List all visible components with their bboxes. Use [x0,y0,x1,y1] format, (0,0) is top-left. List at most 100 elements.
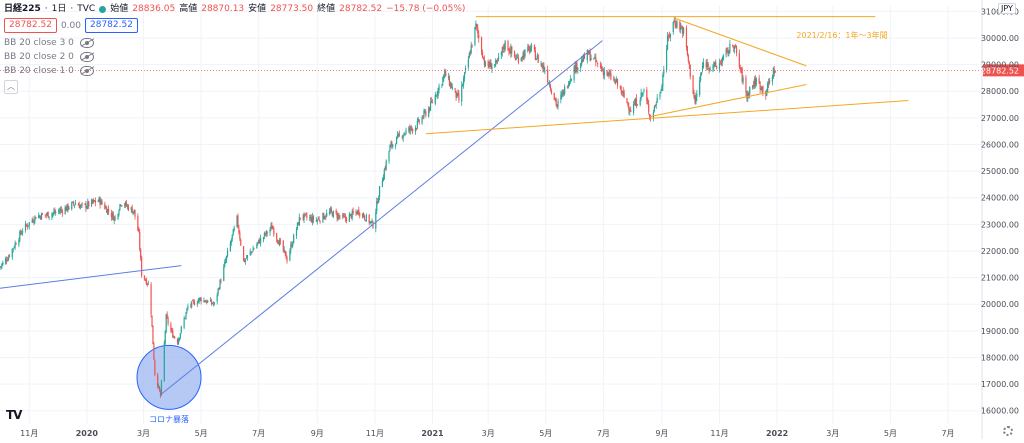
currency-button[interactable]: JPY [998,3,1016,14]
candle-body [191,301,193,307]
price-tick-label: 26000.00 [981,140,1019,149]
candle-body [511,46,513,53]
candle-body [298,217,300,226]
trendlines[interactable] [0,16,909,396]
circle-note[interactable]: コロナ暴落 [149,414,189,424]
chevron-up-icon[interactable]: ︿ [4,80,18,94]
study-bb-3[interactable]: BB 20 close 3 0 [4,36,465,50]
candle-body [125,202,128,207]
candle-body [557,100,559,107]
candle-body [330,208,333,212]
time-axis[interactable]: 11月 2020 3月 5月 7月 9月 11月 2021 3月 5月 7月 9月 11月 2022 3月 5… [20,429,954,438]
covid-crash-circle[interactable] [136,344,202,410]
candle-body [377,201,379,204]
candle-body [383,169,385,179]
candle-body [79,205,81,209]
interval-label[interactable]: 1日 [51,4,67,14]
candle-body [576,62,578,71]
highlight-circle[interactable] [136,344,202,410]
time-tick-label: 3月 [482,429,495,438]
trendline-long-base-rising[interactable] [425,100,909,135]
candle-body [577,67,579,70]
time-tick-label: 11月 [710,429,728,438]
candle-body [708,68,710,70]
candle-body [720,62,722,64]
trendline-prior-channel[interactable] [0,265,182,289]
symbol-name[interactable]: 日経225 [4,4,41,14]
trendline-covid-low-support[interactable] [160,40,603,396]
candle-body [639,99,641,105]
high-value: 28870.13 [201,4,245,14]
gear-icon[interactable] [1003,426,1013,436]
candle-body [92,200,95,202]
candle-body [747,92,749,100]
candle-body [126,205,129,207]
eye-hidden-icon[interactable] [79,66,94,76]
candle-body [318,219,320,221]
candle-body [243,259,246,262]
candle-body [6,259,8,261]
candle-body [630,109,632,112]
candle-body [397,134,400,137]
candle-body [276,233,278,240]
candle-body [555,99,557,105]
candle-body [597,63,599,64]
candle-body [424,111,426,113]
candle-body [157,374,159,387]
eye-hidden-icon[interactable] [79,38,94,48]
candle-body [278,240,281,246]
candle-body [582,54,585,61]
candle-body [431,101,434,103]
triangle-note[interactable]: 2021/2/16：1年〜3年間 [796,30,887,40]
ask-button[interactable]: 28782.52 [85,18,138,33]
candle-body [634,99,637,106]
candle-body [21,233,23,235]
candle-body [306,215,308,218]
candle-body [145,279,147,285]
candle-body [587,50,589,55]
candle-body [226,255,228,261]
candle-body [603,71,605,76]
candle-body [211,302,214,304]
tradingview-logo[interactable]: TV [6,408,23,422]
candle-body [429,107,431,111]
candle-body [279,240,282,242]
eye-hidden-icon[interactable] [79,52,94,62]
candle-body [7,256,10,260]
time-tick-label: 9月 [311,429,324,438]
time-tick-label: 11月 [20,429,38,438]
candle-body [463,78,465,85]
candle-body [581,59,584,62]
candle-body [253,248,255,250]
study-bb-1[interactable]: BB 20 close 1 0 [4,64,465,78]
candle-body [755,78,757,85]
candle-body [179,333,181,338]
candle-body [456,92,458,98]
candle-body [418,120,420,123]
trendline-triangle-top-descending[interactable] [674,17,807,67]
candle-body [174,336,176,339]
candle-body [567,85,570,87]
candle-body [303,213,305,220]
price-tick-label: 18000.00 [981,353,1019,362]
study-bb-2[interactable]: BB 20 close 2 0 [4,50,465,64]
candle-body [80,204,82,206]
candle-body [231,234,233,239]
candle-body [34,216,36,221]
candle-body [758,78,760,83]
price-axis[interactable]: 16000.00 17000.00 18000.00 19000.00 20000.00… [981,0,1019,439]
candle-body [270,225,272,229]
candle-body [90,199,93,206]
candle-body [601,69,604,71]
chart-legend: 日経225 · 1日 · TVC 始値 28836.05 高値 28870.13 安… [4,2,465,94]
bid-button[interactable]: 28782.52 [4,18,57,33]
candle-body [734,45,736,50]
trendline-triangle-bottom-rising[interactable] [650,84,807,117]
candle-body [718,63,721,70]
candle-body [48,216,50,218]
candle-body [663,69,665,74]
candle-body [672,22,674,33]
